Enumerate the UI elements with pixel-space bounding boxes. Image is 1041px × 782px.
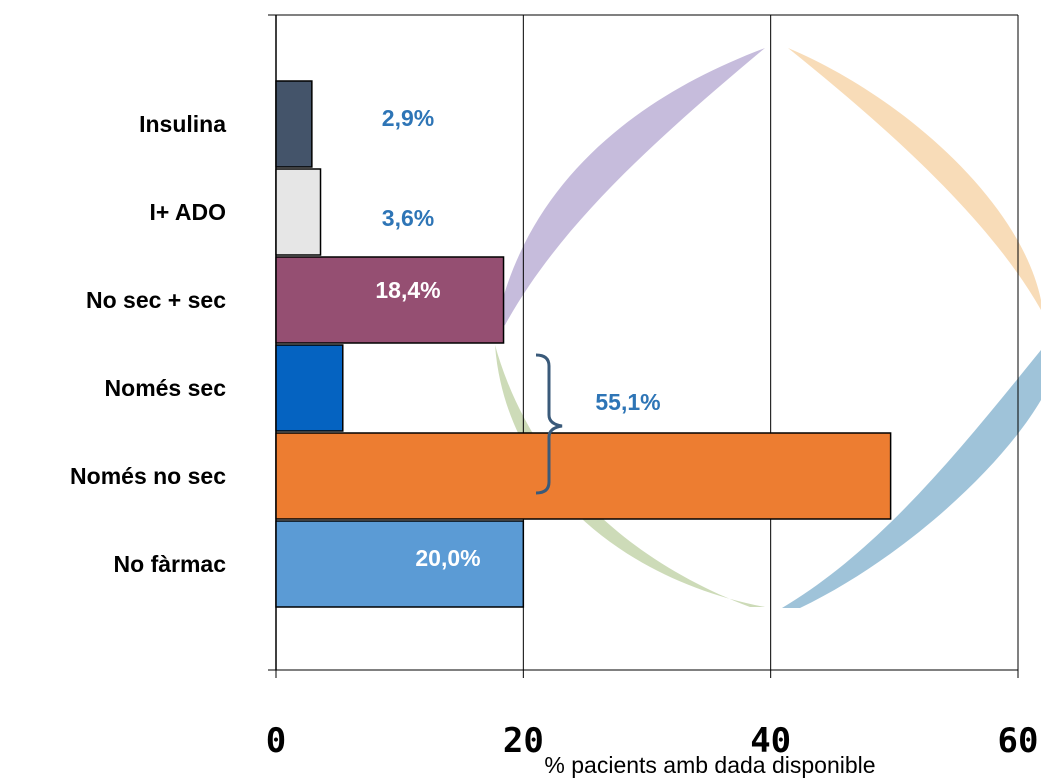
bar-1 xyxy=(275,168,322,256)
x-tick-label-40: 40 xyxy=(750,721,791,761)
data-labels: 2,9% 3,6% 18,4% 20,0% xyxy=(375,105,480,571)
category-label-3: Només sec xyxy=(105,375,227,401)
bracket-path xyxy=(535,353,563,495)
x-axis-title: % pacients amb dada disponible xyxy=(544,752,875,778)
bar-4 xyxy=(275,432,892,520)
watermark-shape-orange xyxy=(788,48,1041,310)
category-label-0: Insulina xyxy=(139,111,226,137)
category-label-5: No fàrmac xyxy=(114,551,227,577)
x-tick-label-0: 0 xyxy=(266,721,286,761)
category-labels: Insulina I+ ADO No sec + sec Només sec Només… xyxy=(70,111,226,577)
group-bracket: 55,1% xyxy=(535,353,661,495)
x-tick-label-60: 60 xyxy=(998,721,1039,761)
bar-3 xyxy=(275,344,344,432)
data-label-2: 18,4% xyxy=(375,277,440,303)
data-label-0: 2,9% xyxy=(382,105,434,131)
x-tick-label-20: 20 xyxy=(503,721,544,761)
bar-0 xyxy=(275,80,313,168)
bar-5 xyxy=(275,520,525,608)
x-tick-labels: 0 20 40 60 xyxy=(266,721,1039,761)
bar-2 xyxy=(275,256,505,344)
category-label-2: No sec + sec xyxy=(86,287,226,313)
data-label-3: 20,0% xyxy=(415,545,480,571)
group-annotation-label: 55,1% xyxy=(595,389,660,415)
watermark-shape-purple xyxy=(495,48,765,330)
bars xyxy=(275,80,892,608)
data-label-1: 3,6% xyxy=(382,205,434,231)
background-watermark xyxy=(495,48,1041,608)
category-label-4: Només no sec xyxy=(70,463,226,489)
category-label-1: I+ ADO xyxy=(150,199,226,225)
